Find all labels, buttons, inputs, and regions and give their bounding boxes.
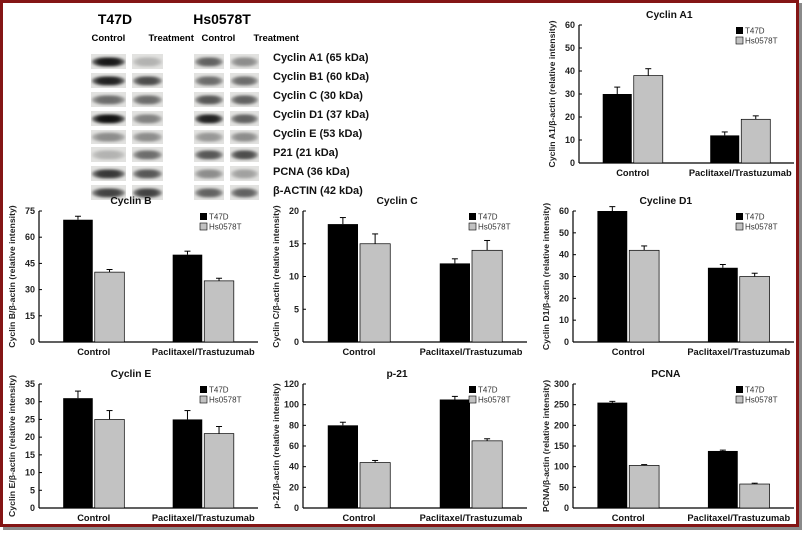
svg-text:100: 100 (284, 400, 299, 410)
svg-text:30: 30 (559, 272, 569, 282)
svg-text:Control: Control (77, 513, 110, 523)
svg-text:30: 30 (565, 89, 575, 99)
svg-text:20: 20 (289, 482, 299, 492)
svg-text:10: 10 (559, 315, 569, 325)
svg-text:15: 15 (289, 239, 299, 249)
svg-text:0: 0 (570, 158, 575, 168)
svg-text:T47D: T47D (745, 213, 765, 222)
svg-text:10: 10 (565, 135, 575, 145)
svg-text:Control: Control (342, 513, 375, 523)
svg-text:10: 10 (289, 272, 299, 282)
svg-text:Control: Control (612, 347, 645, 357)
svg-text:0: 0 (30, 337, 35, 347)
svg-text:20: 20 (25, 432, 35, 442)
svg-text:60: 60 (559, 206, 569, 216)
svg-text:Cyclin C/β-actin (relative int: Cyclin C/β-actin (relative intensity) (271, 205, 281, 348)
svg-text:T47D: T47D (478, 213, 498, 222)
svg-text:Cyclin A1: Cyclin A1 (646, 10, 693, 21)
svg-text:0: 0 (30, 503, 35, 513)
svg-text:Cyclin C: Cyclin C (376, 196, 418, 207)
svg-text:20: 20 (565, 112, 575, 122)
svg-text:50: 50 (565, 43, 575, 53)
svg-text:Cyclin E/β-actin (relative int: Cyclin E/β-actin (relative intensity) (7, 375, 17, 517)
svg-text:25: 25 (25, 414, 35, 424)
svg-text:T47D: T47D (745, 386, 765, 395)
svg-text:Hs0578T: Hs0578T (478, 396, 511, 405)
svg-text:Paclitaxel/Trastuzumab: Paclitaxel/Trastuzumab (687, 513, 790, 523)
svg-text:Control: Control (612, 513, 645, 523)
svg-text:60: 60 (565, 20, 575, 30)
svg-text:15: 15 (25, 311, 35, 321)
svg-text:20: 20 (559, 293, 569, 303)
svg-text:40: 40 (565, 66, 575, 76)
svg-text:45: 45 (25, 258, 35, 268)
svg-text:Cyclin A1/β-actin (relative in: Cyclin A1/β-actin (relative intensity) (547, 20, 557, 167)
svg-text:60: 60 (25, 232, 35, 242)
svg-text:Paclitaxel/Trastuzumab: Paclitaxel/Trastuzumab (689, 168, 792, 178)
svg-text:Cycline D1: Cycline D1 (639, 196, 692, 207)
svg-text:40: 40 (559, 250, 569, 260)
svg-text:300: 300 (554, 379, 569, 389)
svg-text:30: 30 (25, 397, 35, 407)
svg-text:150: 150 (554, 441, 569, 451)
svg-text:0: 0 (294, 503, 299, 513)
svg-text:75: 75 (25, 206, 35, 216)
svg-text:p-21/β-actin (relative intensi: p-21/β-actin (relative intensity) (271, 383, 281, 509)
svg-text:PCNA: PCNA (651, 369, 681, 380)
svg-text:T47D: T47D (745, 27, 765, 36)
svg-text:200: 200 (554, 420, 569, 430)
svg-text:T47D: T47D (209, 386, 229, 395)
svg-text:Control: Control (77, 347, 110, 357)
svg-text:5: 5 (294, 304, 299, 314)
svg-text:Hs0578T: Hs0578T (745, 396, 778, 405)
svg-text:PCNA/β-actin (relative intensi: PCNA/β-actin (relative intensity) (541, 380, 551, 512)
svg-text:Paclitaxel/Trastuzumab: Paclitaxel/Trastuzumab (420, 513, 523, 523)
svg-text:50: 50 (559, 228, 569, 238)
svg-text:20: 20 (289, 206, 299, 216)
svg-text:T47D: T47D (209, 213, 229, 222)
svg-text:Hs0578T: Hs0578T (745, 223, 778, 232)
svg-text:Cyclin B/β-actin (relative int: Cyclin B/β-actin (relative intensity) (7, 205, 17, 348)
svg-text:Hs0578T: Hs0578T (209, 223, 242, 232)
svg-text:250: 250 (554, 400, 569, 410)
svg-text:Hs0578T: Hs0578T (745, 37, 778, 46)
svg-text:Cyclin B: Cyclin B (110, 196, 151, 207)
svg-text:Cyclin D1/β-actin (relative in: Cyclin D1/β-actin (relative intensity) (541, 203, 551, 350)
svg-text:0: 0 (294, 337, 299, 347)
svg-text:Paclitaxel/Trastuzumab: Paclitaxel/Trastuzumab (152, 347, 255, 357)
svg-text:0: 0 (564, 503, 569, 513)
svg-text:Paclitaxel/Trastuzumab: Paclitaxel/Trastuzumab (687, 347, 790, 357)
svg-text:5: 5 (30, 485, 35, 495)
svg-text:120: 120 (284, 379, 299, 389)
svg-text:30: 30 (25, 285, 35, 295)
svg-text:Control: Control (342, 347, 375, 357)
svg-text:100: 100 (554, 462, 569, 472)
svg-text:T47D: T47D (478, 386, 498, 395)
svg-text:Hs0578T: Hs0578T (478, 223, 511, 232)
svg-text:Paclitaxel/Trastuzumab: Paclitaxel/Trastuzumab (420, 347, 523, 357)
svg-text:p-21: p-21 (386, 369, 407, 380)
svg-text:80: 80 (289, 420, 299, 430)
svg-text:0: 0 (564, 337, 569, 347)
svg-text:50: 50 (559, 482, 569, 492)
svg-text:Paclitaxel/Trastuzumab: Paclitaxel/Trastuzumab (152, 513, 255, 523)
svg-text:15: 15 (25, 450, 35, 460)
svg-text:35: 35 (25, 379, 35, 389)
svg-text:40: 40 (289, 462, 299, 472)
svg-text:Cyclin E: Cyclin E (111, 369, 152, 380)
svg-text:60: 60 (289, 441, 299, 451)
svg-text:Control: Control (616, 168, 649, 178)
svg-text:10: 10 (25, 468, 35, 478)
svg-text:Hs0578T: Hs0578T (209, 396, 242, 405)
